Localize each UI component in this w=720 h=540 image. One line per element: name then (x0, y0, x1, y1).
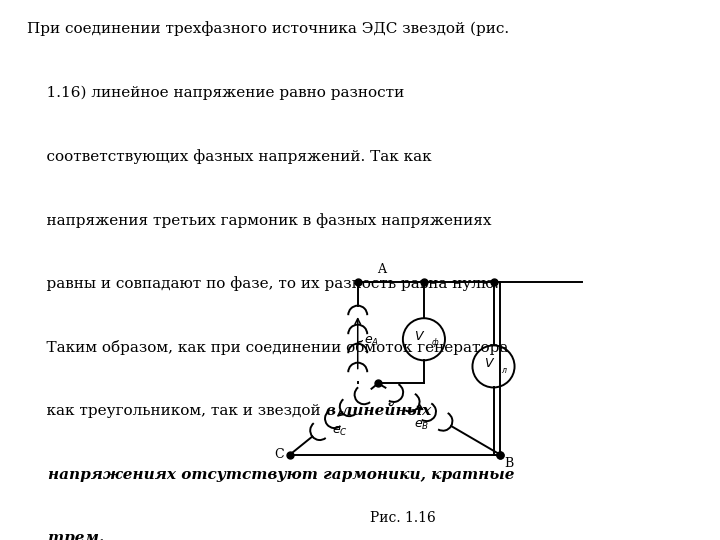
Text: 1.16) линейное напряжение равно разности: 1.16) линейное напряжение равно разности (27, 85, 405, 100)
Text: A: A (377, 264, 386, 276)
Text: При соединении трехфазного источника ЭДС звездой (рис.: При соединении трехфазного источника ЭДС… (27, 22, 510, 37)
Text: $V$: $V$ (484, 357, 495, 370)
Text: как треугольником, так и звездой: как треугольником, так и звездой (27, 404, 326, 418)
Text: напряжениях отсутствуют гармоники, кратные: напряжениях отсутствуют гармоники, кратн… (27, 468, 515, 482)
Text: напряжения третьих гармоник в фазных напряжениях: напряжения третьих гармоник в фазных нап… (27, 213, 492, 228)
Text: Рис. 1.16: Рис. 1.16 (370, 511, 436, 525)
Text: $V$: $V$ (414, 330, 426, 343)
Text: $_л$: $_л$ (501, 366, 508, 375)
Text: соответствующих фазных напряжений. Так как: соответствующих фазных напряжений. Так к… (27, 149, 432, 164)
Text: B: B (505, 457, 513, 470)
Text: в линейных: в линейных (326, 404, 431, 418)
Text: Таким образом, как при соединении обмоток генератора: Таким образом, как при соединении обмото… (27, 340, 509, 355)
Text: C: C (274, 448, 284, 461)
Text: $_ф$: $_ф$ (431, 336, 439, 351)
Text: $e_B$: $e_B$ (414, 418, 429, 432)
Text: трем.: трем. (27, 531, 104, 540)
Text: $e_A$: $e_A$ (364, 335, 379, 348)
Text: $e_C$: $e_C$ (333, 424, 348, 437)
Text: равны и совпадают по фазе, то их разность равна нулю.: равны и совпадают по фазе, то их разност… (27, 276, 500, 292)
